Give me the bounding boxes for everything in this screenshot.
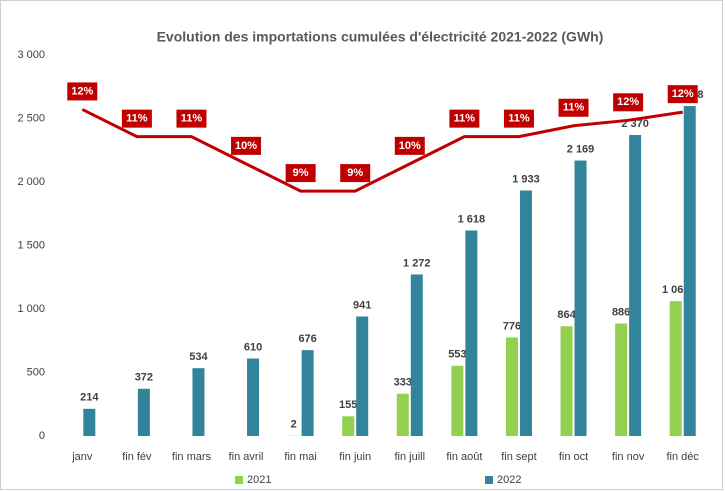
line-label-box — [667, 85, 698, 104]
bar — [137, 388, 150, 436]
line-label: 11% — [126, 113, 148, 125]
x-tick-label: fin oct — [559, 451, 588, 463]
y-tick-label: 1 500 — [17, 239, 45, 251]
bar-label: 610 — [244, 341, 262, 353]
x-tick-label: fin fév — [122, 451, 152, 463]
line-label-box — [231, 136, 262, 155]
line-label-box — [613, 93, 644, 112]
bar-label: 534 — [189, 351, 208, 363]
y-tick-label: 2 000 — [17, 176, 45, 188]
bar — [342, 416, 355, 436]
y-tick-label: 500 — [27, 366, 45, 378]
bar — [519, 190, 532, 436]
line-label: 11% — [563, 102, 585, 114]
y-tick-label: 0 — [39, 430, 45, 442]
line-label-box — [285, 164, 316, 183]
bar — [192, 368, 205, 436]
line-label: 11% — [508, 113, 530, 125]
bar — [560, 326, 573, 436]
line-label: 10% — [235, 140, 257, 152]
x-tick-label: janv — [71, 451, 93, 463]
x-tick-label: fin juill — [395, 451, 426, 463]
bar-label: 155 — [339, 399, 357, 411]
bar-label: 886 — [612, 306, 630, 318]
bar-label: 333 — [394, 377, 412, 389]
bar-label: 2 — [291, 419, 297, 431]
line-label-box — [558, 98, 589, 117]
line-label: 10% — [399, 140, 421, 152]
bar-label: 941 — [353, 299, 371, 311]
line-label: 12% — [617, 96, 639, 108]
bar — [465, 230, 478, 436]
bar-label: 864 — [557, 309, 576, 321]
bar — [615, 323, 628, 436]
line-label: 11% — [181, 113, 203, 125]
bar-label: 553 — [448, 349, 466, 361]
x-tick-label: fin mai — [284, 451, 316, 463]
bar — [669, 301, 682, 436]
line-label-box — [503, 109, 534, 128]
bar — [83, 408, 96, 436]
y-tick-label: 1 000 — [17, 303, 45, 315]
line — [81, 108, 683, 193]
bar-label: 1 062 — [662, 284, 690, 296]
x-tick-label: fin avril — [229, 451, 264, 463]
line-label-box — [340, 164, 371, 183]
bar-label: 372 — [135, 372, 153, 384]
bar-label: 1 272 — [403, 257, 431, 269]
bar — [301, 350, 314, 436]
legend-label: 2021 — [247, 474, 271, 486]
bar-label: 214 — [80, 392, 99, 404]
bar — [574, 160, 587, 437]
chart-title: Evolution des importations cumulées d'él… — [157, 29, 604, 45]
bar — [629, 135, 642, 436]
x-tick-label: fin août — [446, 451, 482, 463]
bar — [247, 358, 260, 436]
line-label-box — [394, 136, 425, 155]
legend-swatch — [235, 476, 243, 484]
bar — [505, 337, 518, 436]
bar-label: 676 — [298, 333, 316, 345]
bar-label: 1 933 — [512, 173, 540, 185]
line-label-box — [176, 109, 207, 128]
bar — [410, 274, 423, 436]
bar — [451, 365, 464, 436]
legend-label: 2022 — [497, 474, 521, 486]
x-tick-label: fin mars — [172, 451, 212, 463]
x-tick-label: fin sept — [501, 451, 536, 463]
bar — [356, 316, 369, 436]
line-label-box — [121, 109, 152, 128]
bar-label: 2 169 — [567, 143, 595, 155]
x-tick-label: fin nov — [612, 451, 645, 463]
line-label-box — [67, 82, 98, 101]
x-tick-label: fin juin — [339, 451, 371, 463]
bar — [396, 393, 409, 436]
y-tick-label: 2 500 — [17, 112, 45, 124]
bar-label: 1 618 — [458, 213, 486, 225]
line-label: 9% — [347, 167, 363, 179]
bar-label: 776 — [503, 320, 521, 332]
line-label: 12% — [71, 85, 93, 97]
line-label: 11% — [454, 113, 476, 125]
line-label: 9% — [293, 167, 309, 179]
x-tick-label: fin déc — [666, 451, 699, 463]
bar — [683, 106, 696, 436]
legend-swatch — [485, 476, 493, 484]
line-label-box — [449, 109, 480, 128]
y-tick-label: 3 000 — [17, 49, 45, 61]
line-label: 12% — [672, 88, 694, 100]
